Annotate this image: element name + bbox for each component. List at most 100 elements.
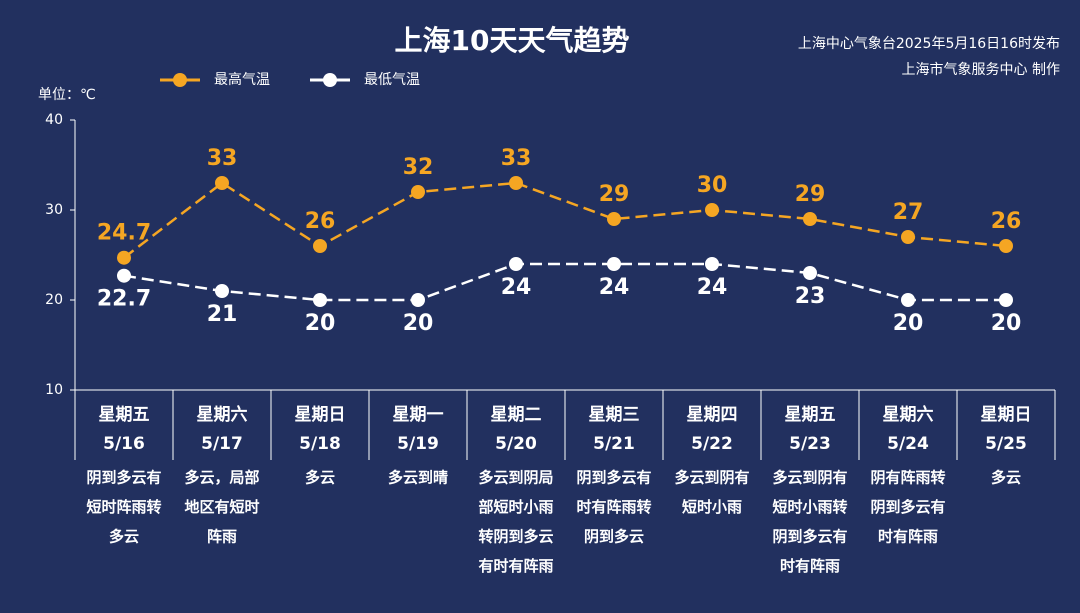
legend-label: 最高气温 [214,71,270,88]
source-line: 上海中心气象台2025年5月16日16时发布 [798,36,1060,52]
x-tick-label: 5/23 [789,434,831,454]
weather-description: 多云，局部 [184,469,259,487]
data-point [411,293,425,307]
weekday-label: 星期六 [197,404,248,425]
y-tick-label: 30 [45,202,63,218]
source-line: 上海市气象服务中心 制作 [902,61,1060,78]
weather-description: 多云到阴有 [674,469,749,487]
x-tick-label: 5/22 [691,434,733,454]
data-point [117,268,131,283]
data-point [509,176,523,190]
x-tick-label: 5/20 [495,434,537,454]
weekday-label: 星期二 [491,405,542,425]
x-tick-label: 5/21 [593,434,635,454]
weekday-label: 星期六 [883,404,934,425]
weather-description: 地区有短时 [184,498,259,516]
weather-description: 阴有阵雨转 [870,469,945,487]
weather-description: 阵雨 [207,528,237,546]
weekday-label: 星期一 [393,405,444,425]
weather-description: 部短时小雨 [478,498,553,516]
weekday-label: 星期日 [295,405,346,425]
data-label: 33 [207,146,238,171]
weather-description: 短时小雨转 [772,498,847,516]
data-point [215,284,229,298]
weather-description: 多云 [109,528,139,546]
data-label: 33 [501,146,532,171]
chart-title: 上海10天天气趋势 [395,24,630,57]
weather-description: 多云 [991,469,1021,487]
data-label: 24 [599,275,630,300]
weekday-label: 星期五 [99,405,150,425]
data-point [999,239,1013,253]
data-point [313,293,327,307]
weather-description: 多云到晴 [388,469,448,487]
weekday-label: 星期四 [687,405,738,425]
data-label: 26 [305,209,336,234]
weather-description: 多云 [305,469,335,487]
y-tick-label: 10 [45,382,63,398]
data-point [607,212,621,226]
legend-marker [173,73,187,87]
data-label: 30 [697,173,728,198]
x-tick-label: 5/19 [397,434,439,454]
data-label: 29 [795,182,826,207]
data-label: 24 [501,275,532,300]
series-line [123,181,1007,259]
weather-description: 多云到阴有 [772,469,847,487]
weather-description: 阴到多云有 [772,528,847,546]
data-label: 32 [403,155,434,180]
data-label: 20 [893,311,924,336]
x-tick-label: 5/16 [103,434,145,454]
data-label: 20 [991,311,1022,336]
data-point [509,257,523,271]
weather-description: 转阴到多云 [478,528,553,546]
weather-description: 阴到多云有 [870,498,945,516]
weather-description: 短时小雨 [682,498,742,516]
data-label: 20 [305,311,336,336]
weather-description: 时有阵雨 [878,528,938,546]
weather-description: 阴到多云 [584,528,644,546]
data-point [313,239,327,253]
data-label: 24.7 [97,221,151,246]
data-label: 29 [599,182,630,207]
data-point [705,203,719,217]
weather-description: 有时有阵雨 [478,557,553,575]
data-label: 22.7 [97,287,151,312]
data-point [607,257,621,271]
weather-description: 时有阵雨转 [576,498,651,516]
weather-description: 阴到多云有 [86,469,161,487]
data-point [901,230,915,244]
y-tick-label: 20 [45,292,63,308]
data-point [215,176,229,190]
series-line [123,262,1006,302]
legend-marker [323,73,337,87]
data-point [901,293,915,307]
weather-description: 多云到阴局 [478,469,553,487]
weekday-label: 星期三 [589,405,640,425]
legend-label: 最低气温 [364,72,420,88]
weather-description: 阴到多云有 [576,469,651,487]
weekday-label: 星期五 [785,405,836,425]
data-label: 26 [991,209,1022,234]
x-tick-label: 5/25 [985,434,1027,454]
x-tick-label: 5/17 [201,434,243,454]
data-point [411,185,425,199]
data-label: 27 [893,200,924,225]
data-point [803,266,817,280]
data-point [705,257,719,271]
x-tick-label: 5/24 [887,434,929,454]
data-label: 24 [697,275,728,300]
weather-description: 短时阵雨转 [86,498,161,516]
x-tick-label: 5/18 [299,434,341,454]
data-point [803,212,817,226]
data-point [117,250,131,265]
unit-label: 单位：℃ [38,87,96,103]
data-label: 23 [795,284,826,309]
data-label: 21 [207,302,238,327]
weather-description: 时有阵雨 [780,557,840,575]
data-label: 20 [403,311,434,336]
weekday-label: 星期日 [981,405,1032,425]
data-point [999,293,1013,307]
